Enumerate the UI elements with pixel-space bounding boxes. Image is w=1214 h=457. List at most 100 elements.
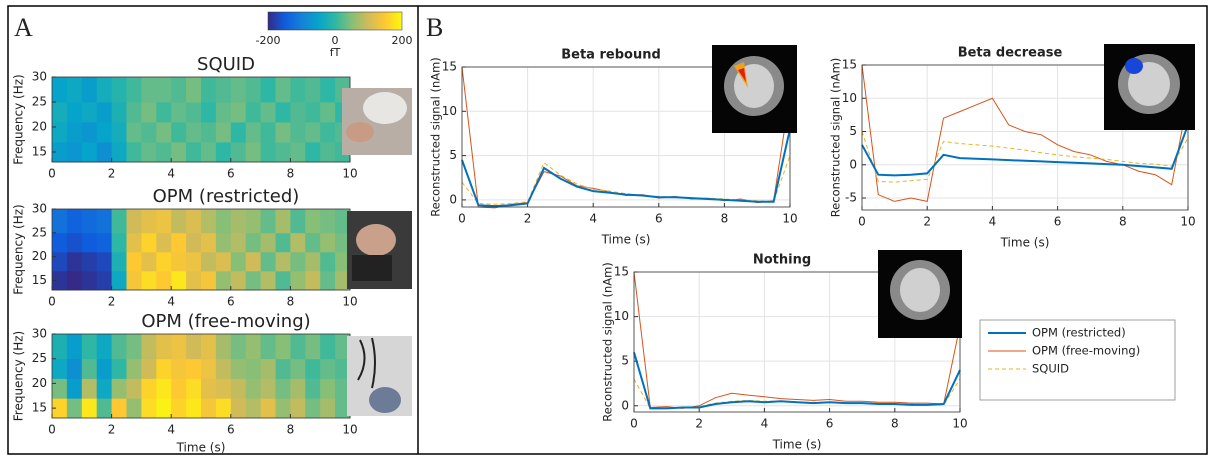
heatmap-cell <box>171 209 187 234</box>
heatmap-cell <box>290 334 306 360</box>
heatmap-cell <box>230 77 247 103</box>
heatmap-cell <box>66 334 83 360</box>
x-tick-label: 10 <box>1180 215 1195 229</box>
heatmap-cell <box>230 209 247 234</box>
heatmap-cell <box>66 142 83 163</box>
heatmap-cell <box>275 122 291 143</box>
heatmap-cell <box>96 232 112 253</box>
y-tick-label: 20 <box>32 249 47 263</box>
heatmap-cell <box>201 398 217 419</box>
heatmap-cell <box>111 102 127 123</box>
heatmap-cell <box>81 77 98 103</box>
heatmap-cell <box>141 122 157 143</box>
legend-label: OPM (free-moving) <box>1032 344 1140 358</box>
heatmap-cell <box>305 398 321 419</box>
heatmap-cell <box>320 251 336 272</box>
heatmap-cell <box>96 358 112 379</box>
heatmap-cell <box>275 232 291 253</box>
heatmap-cell <box>245 398 261 419</box>
heatmap-cell <box>171 142 187 163</box>
heatmap-cell <box>260 209 276 234</box>
heatmap-cell <box>171 270 187 291</box>
heatmap-cell <box>111 378 127 399</box>
x-tick-label: 0 <box>858 215 866 229</box>
heatmap-cell <box>230 142 247 163</box>
heatmap-cell <box>215 209 232 234</box>
x-tick-label: 4 <box>989 215 997 229</box>
heatmap-cell <box>111 251 127 272</box>
x-tick-label: 0 <box>48 167 56 181</box>
photo-opm-restricted <box>347 211 412 289</box>
heatmap-cell <box>215 398 232 419</box>
heatmap-cell <box>215 251 232 272</box>
heatmap-cell <box>245 102 261 123</box>
heatmap-cell <box>305 209 321 234</box>
heatmap-cell <box>230 398 247 419</box>
chart-title: Beta decrease <box>958 46 1063 61</box>
heatmap-cell <box>201 358 217 379</box>
heatmap-cell <box>305 77 321 103</box>
heatmap-cell <box>305 270 321 291</box>
heatmap-cell <box>111 334 127 360</box>
heatmap-cell <box>186 378 202 399</box>
heatmap-cell <box>81 209 98 234</box>
y-axis-label: Frequency (Hz) <box>12 204 26 295</box>
colorbar-label: fT <box>330 46 341 59</box>
heatmap-cell <box>335 232 351 253</box>
y-tick-label: 0 <box>849 157 857 171</box>
heatmap-cell <box>260 398 276 419</box>
y-tick-label: 5 <box>449 148 457 162</box>
heatmap-cell <box>111 142 127 163</box>
y-tick-label: 25 <box>32 225 47 239</box>
heatmap-cell <box>96 398 112 419</box>
heatmap-cell <box>201 209 217 234</box>
x-tick-label: 2 <box>524 212 532 226</box>
heatmap-cell <box>201 77 217 103</box>
heatmap-cell <box>126 334 142 360</box>
heatmap-cell <box>335 378 351 399</box>
heatmap-cell <box>156 102 172 123</box>
heatmap-cell <box>320 232 336 253</box>
heatmap-cell <box>245 142 261 163</box>
x-tick-label: 4 <box>761 417 769 431</box>
x-tick-label: 6 <box>826 417 834 431</box>
x-tick-label: 0 <box>48 295 56 309</box>
heatmap-cell <box>335 251 351 272</box>
y-tick-label: 30 <box>32 327 47 341</box>
heatmap-cell <box>186 358 202 379</box>
heatmap-cell <box>260 270 276 291</box>
heatmap-cell <box>156 77 172 103</box>
heatmap-cell <box>245 378 261 399</box>
heatmap-cell <box>260 77 276 103</box>
y-tick-label: 30 <box>32 202 47 216</box>
y-tick-label: 10 <box>842 91 857 105</box>
heatmap-cell <box>81 232 98 253</box>
series-line <box>461 128 791 208</box>
heatmap-cell <box>305 251 321 272</box>
heatmap-cell <box>171 77 187 103</box>
heatmap-cell <box>111 358 127 379</box>
heatmap-cell <box>335 209 351 234</box>
heatmap-cell <box>230 378 247 399</box>
heatmap-cell <box>111 398 127 419</box>
heatmap-cell <box>156 358 172 379</box>
heatmap-cell <box>275 378 291 399</box>
heatmap-cell <box>52 334 68 360</box>
heatmap-cell <box>52 122 68 143</box>
heatmap-cell <box>290 270 306 291</box>
heatmap-cell <box>215 378 232 399</box>
heatmap-cell <box>335 270 351 291</box>
heatmap-cell <box>320 142 336 163</box>
heatmap-cell <box>290 232 306 253</box>
heatmap-cell <box>215 334 232 360</box>
colorbar-tick-label: 200 <box>392 34 413 47</box>
heatmap-cell <box>66 102 83 123</box>
chart-title: OPM (free-moving) <box>141 311 310 332</box>
chart-title: OPM (restricted) <box>153 186 300 207</box>
heatmap-cell <box>111 270 127 291</box>
heatmap-cell <box>186 209 202 234</box>
heatmap-cell <box>215 358 232 379</box>
heatmap-cell <box>52 398 68 419</box>
heatmap-cell <box>201 102 217 123</box>
